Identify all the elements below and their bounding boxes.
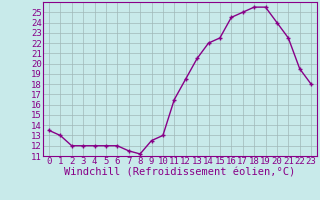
X-axis label: Windchill (Refroidissement éolien,°C): Windchill (Refroidissement éolien,°C) <box>64 168 296 178</box>
